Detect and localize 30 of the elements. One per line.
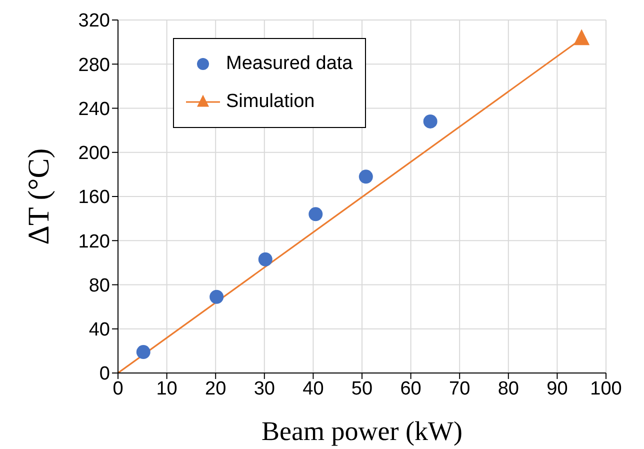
x-tick-label: 30 (254, 378, 275, 400)
x-tick-label: 0 (112, 378, 124, 400)
point (136, 345, 150, 360)
y-tick-label: 80 (88, 275, 110, 296)
y-tick-label: 0 (99, 364, 110, 385)
y-axis-title: ΔT (°C) (22, 148, 56, 245)
point (358, 170, 373, 184)
y-tick-label: 320 (78, 10, 110, 32)
y-tick-label: 240 (78, 98, 110, 120)
x-tick-label: 50 (351, 378, 373, 400)
x-tick-label: 80 (498, 378, 519, 400)
y-tick-label: 280 (78, 54, 110, 76)
point (308, 207, 323, 222)
x-tick-label: 90 (546, 378, 568, 400)
legend-label: Simulation (226, 91, 315, 113)
x-tick-label: 20 (205, 378, 226, 400)
point (210, 290, 224, 304)
y-tick-label: 200 (78, 143, 110, 164)
y-tick-label: 40 (88, 320, 110, 341)
x-tick-label: 10 (156, 378, 178, 400)
x-tick-label: 70 (449, 378, 470, 400)
x-tick-label: 40 (302, 378, 324, 400)
x-tick-label: 100 (590, 378, 622, 400)
y-tick-label: 120 (78, 231, 110, 252)
point (258, 252, 272, 266)
legend-label: Measured data (226, 53, 353, 75)
point (423, 114, 438, 128)
x-tick-label: 60 (400, 378, 422, 400)
x-axis-title: Beam power (kW) (262, 416, 462, 446)
y-tick-label: 160 (78, 187, 110, 208)
